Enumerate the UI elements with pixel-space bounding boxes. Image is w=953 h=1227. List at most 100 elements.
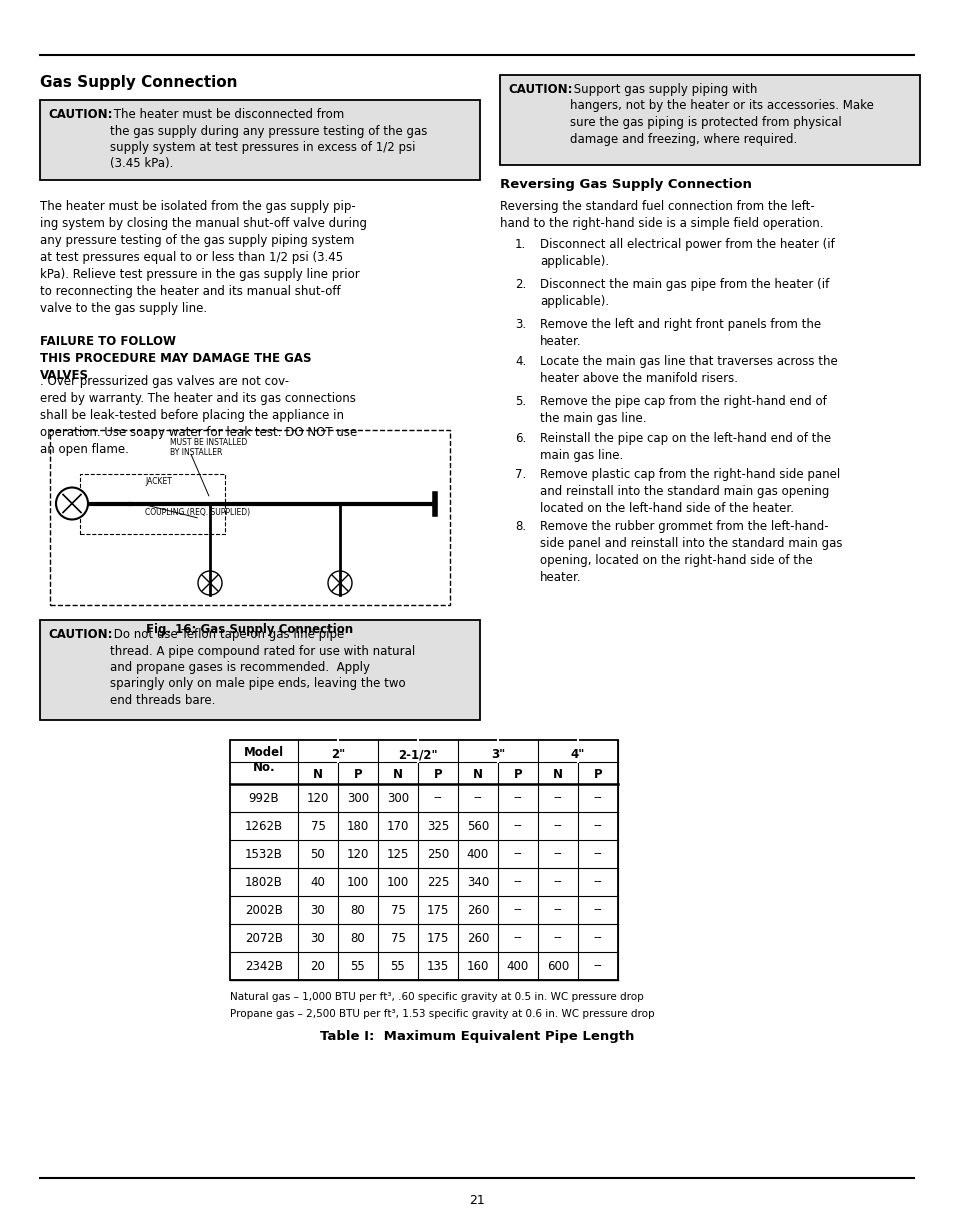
Text: 400: 400 xyxy=(506,960,529,973)
Text: The heater must be disconnected from
the gas supply during any pressure testing : The heater must be disconnected from the… xyxy=(110,108,427,171)
Text: CAUTION:: CAUTION: xyxy=(48,628,112,640)
Text: Reversing the standard fuel connection from the left-
hand to the right-hand sid: Reversing the standard fuel connection f… xyxy=(499,200,822,229)
Text: 100: 100 xyxy=(387,876,409,888)
Text: 600: 600 xyxy=(546,960,569,973)
Text: 225: 225 xyxy=(426,876,449,888)
Text: --: -- xyxy=(513,848,522,860)
Text: --: -- xyxy=(553,876,561,888)
Text: 160: 160 xyxy=(466,960,489,973)
Text: FAILURE TO FOLLOW
THIS PROCEDURE MAY DAMAGE THE GAS
VALVES: FAILURE TO FOLLOW THIS PROCEDURE MAY DAM… xyxy=(40,335,312,382)
Text: --: -- xyxy=(553,931,561,945)
Text: N: N xyxy=(553,768,562,782)
Text: 1.: 1. xyxy=(515,238,526,252)
Text: 325: 325 xyxy=(426,820,449,832)
Text: Do not use Teflon tape on gas line pipe
thread. A pipe compound rated for use wi: Do not use Teflon tape on gas line pipe … xyxy=(110,628,415,707)
Text: JACKET: JACKET xyxy=(145,476,172,486)
Text: 7.: 7. xyxy=(515,467,526,481)
Text: 40: 40 xyxy=(311,876,325,888)
Text: 4.: 4. xyxy=(515,355,526,368)
Text: --: -- xyxy=(593,903,601,917)
Text: Remove the left and right front panels from the
heater.: Remove the left and right front panels f… xyxy=(539,318,821,348)
Text: Reversing Gas Supply Connection: Reversing Gas Supply Connection xyxy=(499,178,751,191)
Text: N: N xyxy=(313,768,323,782)
Text: 125: 125 xyxy=(386,848,409,860)
Bar xyxy=(499,75,919,164)
Text: N: N xyxy=(393,768,402,782)
Text: 260: 260 xyxy=(466,903,489,917)
Text: 55: 55 xyxy=(351,960,365,973)
Text: 170: 170 xyxy=(386,820,409,832)
Text: Table I:  Maximum Equivalent Pipe Length: Table I: Maximum Equivalent Pipe Length xyxy=(319,1029,634,1043)
Text: 2-1/2": 2-1/2" xyxy=(397,748,437,761)
Text: --: -- xyxy=(593,876,601,888)
Text: --: -- xyxy=(473,791,482,805)
Text: Remove plastic cap from the right-hand side panel
and reinstall into the standar: Remove plastic cap from the right-hand s… xyxy=(539,467,840,515)
Text: 4": 4" xyxy=(570,748,584,761)
Text: --: -- xyxy=(513,820,522,832)
Text: N: N xyxy=(473,768,482,782)
Text: 340: 340 xyxy=(466,876,489,888)
Text: --: -- xyxy=(553,791,561,805)
Text: 8.: 8. xyxy=(515,520,525,533)
Text: --: -- xyxy=(593,848,601,860)
Text: CAUTION:: CAUTION: xyxy=(507,83,572,96)
Text: --: -- xyxy=(593,791,601,805)
Text: Remove the pipe cap from the right-hand end of
the main gas line.: Remove the pipe cap from the right-hand … xyxy=(539,395,826,425)
Text: 1532B: 1532B xyxy=(245,848,283,860)
Text: 50: 50 xyxy=(311,848,325,860)
Text: 175: 175 xyxy=(426,931,449,945)
Text: 2": 2" xyxy=(331,748,345,761)
Text: --: -- xyxy=(513,903,522,917)
Text: COUPLING (REQ. SUPPLIED): COUPLING (REQ. SUPPLIED) xyxy=(145,508,250,518)
Text: --: -- xyxy=(513,876,522,888)
Bar xyxy=(40,99,479,180)
Text: --: -- xyxy=(593,931,601,945)
Circle shape xyxy=(328,571,352,595)
Text: --: -- xyxy=(434,791,442,805)
Text: Reinstall the pipe cap on the left-hand end of the
main gas line.: Reinstall the pipe cap on the left-hand … xyxy=(539,432,830,463)
Text: 300: 300 xyxy=(387,791,409,805)
Text: Propane gas – 2,500 BTU per ft³, 1.53 specific gravity at 0.6 in. WC pressure dr: Propane gas – 2,500 BTU per ft³, 1.53 sp… xyxy=(230,1009,654,1018)
Text: 1262B: 1262B xyxy=(245,820,283,832)
Text: 100: 100 xyxy=(347,876,369,888)
Text: --: -- xyxy=(553,820,561,832)
Text: MUST BE INSTALLED
BY INSTALLER: MUST BE INSTALLED BY INSTALLER xyxy=(170,438,247,458)
Text: Disconnect the main gas pipe from the heater (if
applicable).: Disconnect the main gas pipe from the he… xyxy=(539,279,828,308)
Text: 3": 3" xyxy=(491,748,504,761)
Text: Fig. 16: Gas Supply Connection: Fig. 16: Gas Supply Connection xyxy=(146,623,354,636)
Text: 2.: 2. xyxy=(515,279,526,291)
Text: 80: 80 xyxy=(351,903,365,917)
Text: 75: 75 xyxy=(390,931,405,945)
Text: 30: 30 xyxy=(311,903,325,917)
Circle shape xyxy=(198,571,222,595)
Text: 2072B: 2072B xyxy=(245,931,283,945)
Text: 992B: 992B xyxy=(249,791,279,805)
Text: 21: 21 xyxy=(469,1194,484,1206)
Bar xyxy=(40,620,479,720)
Text: --: -- xyxy=(553,848,561,860)
Text: 180: 180 xyxy=(347,820,369,832)
Text: 260: 260 xyxy=(466,931,489,945)
Text: Support gas supply piping with
hangers, not by the heater or its accessories. Ma: Support gas supply piping with hangers, … xyxy=(569,83,873,146)
Circle shape xyxy=(56,487,88,519)
Text: 300: 300 xyxy=(347,791,369,805)
Text: Remove the rubber grommet from the left-hand-
side panel and reinstall into the : Remove the rubber grommet from the left-… xyxy=(539,520,841,584)
Text: P: P xyxy=(593,768,601,782)
Text: P: P xyxy=(354,768,362,782)
Text: 2342B: 2342B xyxy=(245,960,283,973)
Text: The heater must be isolated from the gas supply pip-
ing system by closing the m: The heater must be isolated from the gas… xyxy=(40,200,367,315)
Text: Natural gas – 1,000 BTU per ft³, .60 specific gravity at 0.5 in. WC pressure dro: Natural gas – 1,000 BTU per ft³, .60 spe… xyxy=(230,991,643,1002)
Text: 5.: 5. xyxy=(515,395,525,409)
Text: 135: 135 xyxy=(426,960,449,973)
Text: 400: 400 xyxy=(466,848,489,860)
Bar xyxy=(80,474,225,534)
Text: --: -- xyxy=(513,791,522,805)
Text: 175: 175 xyxy=(426,903,449,917)
Text: 80: 80 xyxy=(351,931,365,945)
Text: 6.: 6. xyxy=(515,432,526,445)
Text: 120: 120 xyxy=(307,791,329,805)
Text: CAUTION:: CAUTION: xyxy=(48,108,112,121)
Bar xyxy=(50,429,450,605)
Text: Disconnect all electrical power from the heater (if
applicable).: Disconnect all electrical power from the… xyxy=(539,238,834,267)
Text: Model
No.: Model No. xyxy=(244,746,284,774)
